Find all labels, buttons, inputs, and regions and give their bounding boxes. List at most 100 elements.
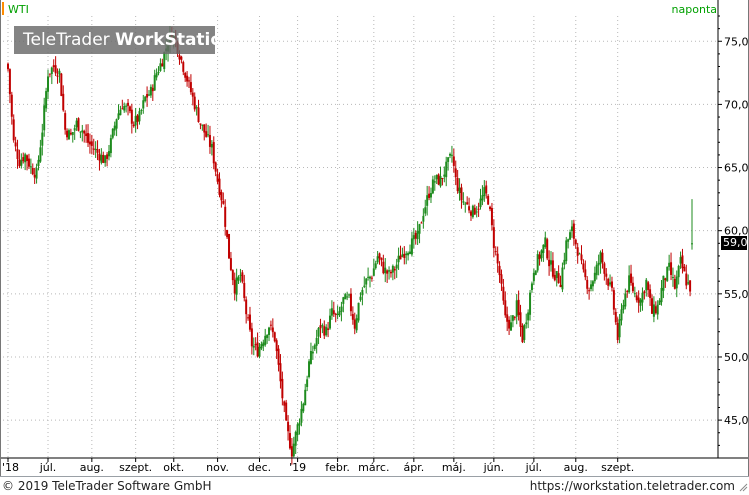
candle <box>576 242 579 264</box>
candle <box>319 318 322 339</box>
candle-body <box>210 143 213 148</box>
watermark-logo: TeleTrader WorkStation <box>14 26 215 54</box>
y-tick-label: 55,0 <box>724 288 749 301</box>
candle <box>27 153 30 170</box>
candle-body <box>626 291 629 293</box>
candle-body <box>266 335 269 338</box>
candle-body <box>83 130 86 134</box>
candle-body <box>384 267 387 274</box>
candle <box>654 301 657 315</box>
candle <box>203 124 206 141</box>
candle <box>90 134 93 155</box>
candle-body <box>212 142 215 164</box>
y-tick-label: 70,0 <box>724 98 749 111</box>
candle <box>134 107 137 133</box>
candle-body <box>378 253 381 259</box>
candle-body <box>56 75 59 77</box>
candle <box>429 187 432 203</box>
candle <box>239 268 242 283</box>
candle-body <box>538 254 541 260</box>
candle <box>308 359 311 379</box>
last-price-label: 59,0 <box>721 236 748 251</box>
candle-body <box>281 378 284 399</box>
candle-body <box>449 153 452 156</box>
candle-body <box>199 123 202 125</box>
candle <box>529 290 532 321</box>
candle <box>266 334 269 344</box>
candle-body <box>563 259 566 265</box>
axes <box>0 0 749 476</box>
candle <box>490 202 493 231</box>
candle <box>687 274 690 286</box>
candle-body <box>106 154 109 159</box>
candle-body <box>525 322 528 325</box>
candle-body <box>668 262 671 267</box>
candle <box>31 163 34 176</box>
candle-body <box>188 80 191 82</box>
period-label[interactable]: naponta <box>671 3 717 16</box>
candle-body <box>456 177 459 192</box>
candle-body <box>332 310 335 315</box>
candle-body <box>178 55 181 60</box>
candle-body <box>660 287 663 303</box>
candle <box>109 134 112 158</box>
candle-body <box>203 124 206 133</box>
price-chart[interactable]: 75,0 70,0 65,0 60,0 55,0 50,0 45,0 '18 júl. aug.… <box>0 0 749 476</box>
candle <box>483 180 486 202</box>
candle-body <box>153 75 156 91</box>
candle <box>569 229 572 240</box>
candle <box>595 261 598 280</box>
candle <box>441 177 444 186</box>
candle-body <box>576 247 579 256</box>
candle-body <box>321 325 324 327</box>
candle <box>351 306 354 325</box>
candle <box>610 276 613 292</box>
candle-body <box>652 304 655 317</box>
instrument-symbol[interactable]: WTI <box>8 3 29 16</box>
candle <box>689 280 692 297</box>
candle <box>502 278 505 305</box>
candle <box>622 299 625 314</box>
candle <box>113 121 116 136</box>
candle-body <box>346 296 349 298</box>
x-tick-label: jún. <box>483 461 505 474</box>
candle <box>346 291 349 301</box>
website-url[interactable]: https://workstation.teletrader.com <box>529 479 735 493</box>
candle <box>264 328 267 347</box>
candle-body <box>197 107 200 123</box>
status-bar: © 2019 TeleTrader Software GmbH https://… <box>0 476 749 495</box>
candle-body <box>557 273 560 284</box>
candle-body <box>670 262 673 275</box>
candle <box>302 402 305 414</box>
candle-body <box>641 292 644 303</box>
candle <box>197 99 200 123</box>
candle-body <box>460 187 463 201</box>
candle-body <box>508 319 511 329</box>
candle <box>35 163 38 184</box>
candle <box>306 375 309 392</box>
candle-body <box>26 155 29 161</box>
candle-body <box>256 342 259 357</box>
candle-body <box>142 100 145 109</box>
candle-body <box>515 300 518 317</box>
candle <box>334 312 337 323</box>
candle <box>496 246 499 273</box>
candle-body <box>344 294 347 300</box>
candle-body <box>409 251 412 254</box>
candle <box>85 124 88 143</box>
candle <box>536 250 539 273</box>
candle-body <box>273 332 276 342</box>
candle <box>471 204 474 219</box>
candle <box>671 267 674 287</box>
candle-body <box>650 298 653 314</box>
candle-body <box>296 424 299 436</box>
candle <box>363 276 366 289</box>
candle <box>254 337 257 351</box>
candle-body <box>687 282 690 284</box>
resize-grip-icon[interactable] <box>738 480 748 492</box>
candle-body <box>254 344 257 346</box>
candle <box>388 266 391 280</box>
candlestick-series <box>7 26 693 465</box>
candle-body <box>334 313 337 315</box>
candle <box>26 154 29 171</box>
